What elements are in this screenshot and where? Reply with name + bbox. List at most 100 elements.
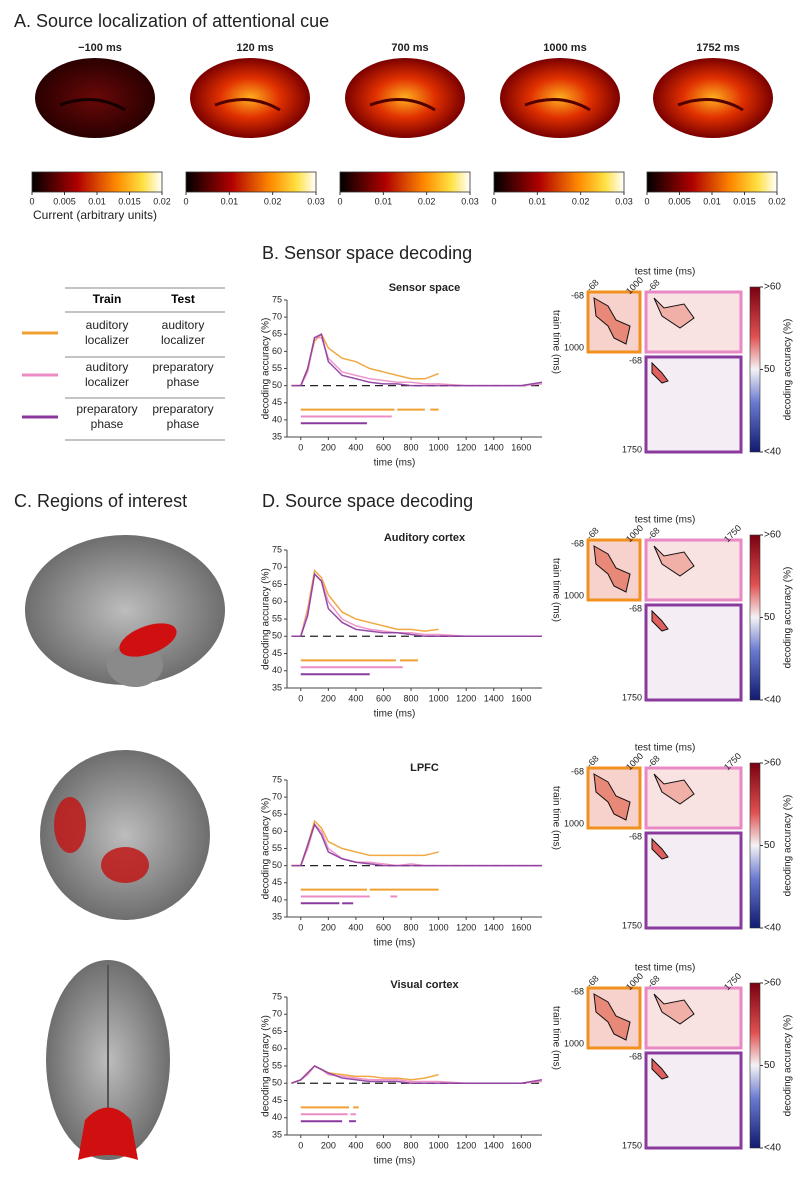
y-tick-label: 45	[272, 1095, 282, 1105]
x-tick-label: 0	[298, 442, 303, 452]
matrix-cross	[644, 986, 743, 1050]
x-axis-label: time (ms)	[374, 709, 416, 720]
colorbar-tick-label: 0	[337, 196, 342, 206]
table-cell: preparatory phase	[152, 402, 214, 431]
matrix-left-tick: 1000	[564, 342, 584, 352]
colorbar-tick-label: 0.02	[418, 196, 436, 206]
x-tick-label: 1200	[456, 1140, 476, 1150]
colorbar-tick-label: 0	[491, 196, 496, 206]
colorbar-tick-label: 0.005	[53, 196, 76, 206]
chart-title: Sensor space	[389, 282, 461, 294]
x-tick-label: 200	[321, 1140, 336, 1150]
y-tick-label: 60	[272, 1043, 282, 1053]
chart-title: Visual cortex	[390, 979, 459, 991]
y-tick-label: 70	[272, 1009, 282, 1019]
x-tick-label: 1600	[511, 442, 531, 452]
x-axis-label: time (ms)	[374, 1156, 416, 1167]
x-tick-label: 1600	[511, 1140, 531, 1150]
colorbar-tick-label: <40	[764, 923, 781, 934]
y-tick-label: 65	[272, 809, 282, 819]
colorbar-label: decoding accuracy (%)	[783, 1015, 794, 1117]
y-tick-label: 55	[272, 613, 282, 623]
colorbar-tick-label: 0.01	[88, 196, 106, 206]
x-tick-label: 1400	[484, 1140, 504, 1150]
y-tick-label: 70	[272, 562, 282, 572]
matrix-cluster	[593, 773, 631, 821]
y-tick-label: 75	[272, 774, 282, 784]
colorbar	[339, 171, 471, 193]
colorbar	[646, 171, 778, 193]
y-tick-label: 75	[272, 991, 282, 1001]
matrix-left-tick: -68	[571, 538, 584, 548]
x-tick-label: 1200	[456, 693, 476, 703]
y-tick-label: 55	[272, 1060, 282, 1070]
colorbar-tick-label: 0.02	[572, 196, 590, 206]
matrix-left-tick: 1000	[564, 590, 584, 600]
matrix-left-tick: 1000	[564, 818, 584, 828]
x-tick-label: 1200	[456, 442, 476, 452]
colorbar-tick-label: <40	[764, 447, 781, 458]
colorbar-tick-label: >60	[764, 530, 781, 541]
brain-sulcus	[214, 98, 281, 112]
y-tick-label: 50	[272, 380, 282, 390]
series-line	[291, 822, 542, 867]
colorbar-tick-label: 0	[183, 196, 188, 206]
matrix-x-label: test time (ms)	[635, 515, 696, 526]
matrix-left-tick: -68	[571, 290, 584, 300]
matrix-left-tick: -68	[629, 831, 642, 841]
x-tick-label: 1600	[511, 693, 531, 703]
series-line	[291, 572, 542, 637]
y-tick-label: 65	[272, 1026, 282, 1036]
y-axis-label: decoding accuracy (%)	[261, 568, 272, 670]
roi-brains	[25, 535, 225, 1160]
matrix-left-tick: 1750	[622, 692, 642, 702]
y-axis-label: decoding accuracy (%)	[261, 318, 272, 420]
y-tick-label: 70	[272, 792, 282, 802]
chart-title: Auditory cortex	[384, 532, 466, 544]
colorbar-tick-label: 0.02	[768, 196, 786, 206]
colorbar-tick-label: 0.03	[307, 196, 325, 206]
colorbar	[31, 171, 163, 193]
y-tick-label: 35	[272, 682, 282, 692]
brain-sulcus	[369, 98, 436, 112]
matrix-y-label: train time (ms)	[550, 310, 561, 374]
matrix-left-tick: -68	[571, 766, 584, 776]
matrix-cluster	[651, 837, 669, 860]
matrix-cluster	[651, 361, 669, 384]
matrix-left-tick: 1750	[622, 444, 642, 454]
panel-title: D. Source space decoding	[262, 491, 473, 511]
x-tick-label: 1400	[484, 693, 504, 703]
map-time-label: 700 ms	[391, 42, 428, 54]
series-line	[291, 572, 542, 637]
matrix-left-tick: -68	[629, 603, 642, 613]
x-tick-label: 200	[321, 442, 336, 452]
colorbar-tick-label: >60	[764, 282, 781, 293]
matrix-cluster	[653, 993, 695, 1025]
matrix-left-tick: -68	[571, 986, 584, 996]
colorbar-tick-label: 0.03	[615, 196, 633, 206]
table-cell: auditory localizer	[84, 360, 129, 389]
matrix-cluster	[593, 545, 631, 593]
y-tick-label: 65	[272, 329, 282, 339]
x-tick-label: 800	[404, 922, 419, 932]
y-tick-label: 50	[272, 631, 282, 641]
series-line	[291, 823, 542, 867]
matrix-cross	[644, 538, 743, 602]
y-tick-label: 45	[272, 877, 282, 887]
y-tick-label: 55	[272, 363, 282, 373]
panel-title: C. Regions of interest	[14, 491, 187, 511]
colorbar-tick-label: 50	[764, 612, 776, 623]
series-line	[291, 333, 543, 387]
table-header: Test	[171, 292, 195, 306]
brain-map	[500, 58, 620, 138]
table-cell: preparatory phase	[76, 402, 138, 431]
y-tick-label: 40	[272, 894, 282, 904]
x-tick-label: 400	[348, 922, 363, 932]
series-line	[291, 1065, 543, 1084]
colorbar-tick-label: >60	[764, 758, 781, 769]
x-tick-label: 1000	[429, 693, 449, 703]
matrix-cross	[644, 290, 743, 354]
brain-map	[653, 58, 773, 138]
